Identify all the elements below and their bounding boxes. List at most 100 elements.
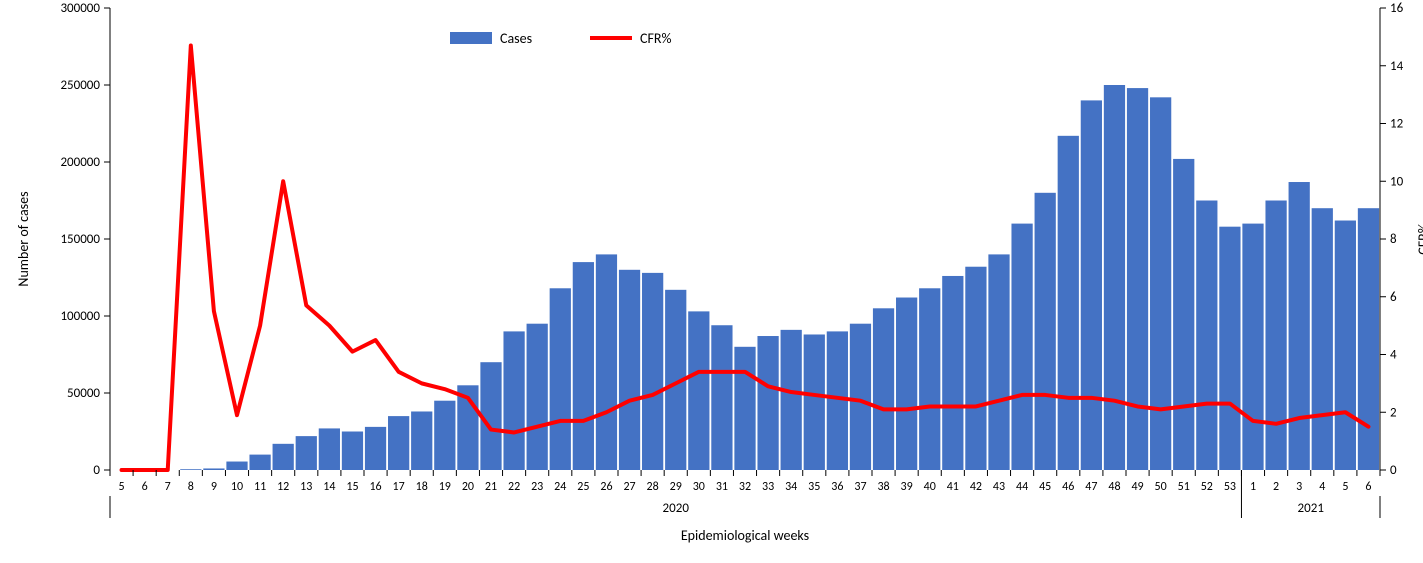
- bar: [1035, 193, 1056, 470]
- x-tick: 33: [762, 480, 774, 494]
- bar: [573, 262, 594, 470]
- bar: [1058, 136, 1079, 470]
- bar: [988, 254, 1009, 470]
- x-tick: 1: [1250, 480, 1256, 494]
- bar: [1104, 85, 1125, 470]
- bar: [850, 324, 871, 470]
- x-tick: 25: [577, 480, 589, 494]
- bar: [296, 436, 317, 470]
- bar: [965, 267, 986, 470]
- epi-chart: 0500001000001500002000002500003000000246…: [0, 0, 1423, 563]
- bar: [711, 325, 732, 470]
- bar: [642, 273, 663, 470]
- x-tick: 28: [647, 480, 659, 494]
- y-left-tick: 0: [93, 463, 100, 478]
- bar: [1242, 224, 1263, 470]
- x-tick: 30: [693, 480, 705, 494]
- x-tick: 10: [231, 480, 243, 494]
- y-right-tick: 10: [1390, 174, 1404, 189]
- x-tick: 12: [277, 480, 289, 494]
- x-tick: 48: [1108, 480, 1120, 494]
- x-tick: 39: [901, 480, 913, 494]
- chart-svg: 0500001000001500002000002500003000000246…: [0, 0, 1423, 563]
- x-tick: 53: [1224, 480, 1236, 494]
- bar: [919, 288, 940, 470]
- bar: [1358, 208, 1379, 470]
- bar: [273, 444, 294, 470]
- x-tick: 16: [369, 480, 381, 494]
- x-tick: 36: [831, 480, 843, 494]
- x-tick: 26: [600, 480, 612, 494]
- y-left-label: Number of cases: [15, 191, 32, 286]
- bar: [896, 298, 917, 470]
- x-tick: 47: [1085, 480, 1097, 494]
- bar: [342, 432, 363, 471]
- x-tick: 35: [808, 480, 820, 494]
- x-tick: 11: [254, 480, 266, 494]
- y-right-tick: 8: [1390, 232, 1397, 247]
- x-tick: 38: [877, 480, 889, 494]
- bar: [365, 427, 386, 470]
- bar: [388, 416, 409, 470]
- x-tick: 8: [188, 480, 194, 494]
- x-tick: 23: [531, 480, 543, 494]
- x-tick: 31: [716, 480, 728, 494]
- x-tick: 4: [1319, 480, 1325, 494]
- y-right-tick: 4: [1390, 348, 1397, 363]
- x-tick: 22: [508, 480, 520, 494]
- y-left-tick: 150000: [60, 232, 100, 247]
- x-tick: 13: [300, 480, 312, 494]
- bar: [1335, 221, 1356, 470]
- bar: [249, 455, 270, 470]
- x-tick: 34: [785, 480, 797, 494]
- x-tick: 45: [1039, 480, 1051, 494]
- bar: [757, 336, 778, 470]
- legend-label: Cases: [500, 30, 532, 47]
- x-tick: 5: [1342, 480, 1348, 494]
- x-tick: 2: [1273, 480, 1279, 494]
- bar: [527, 324, 548, 470]
- x-tick: 27: [623, 480, 635, 494]
- y-right-tick: 0: [1390, 463, 1397, 478]
- bar: [1173, 159, 1194, 470]
- x-tick: 40: [924, 480, 936, 494]
- x-tick: 42: [970, 480, 982, 494]
- bar: [226, 462, 247, 470]
- y-left-tick: 250000: [60, 78, 100, 93]
- x-tick: 46: [1062, 480, 1074, 494]
- y-right-tick: 6: [1390, 290, 1397, 305]
- x-year-label: 2020: [663, 501, 690, 516]
- bar: [804, 334, 825, 470]
- x-tick: 44: [1016, 480, 1028, 494]
- x-tick: 7: [165, 480, 171, 494]
- legend-label: CFR%: [640, 30, 672, 47]
- bar: [1011, 224, 1032, 470]
- bar: [503, 331, 524, 470]
- y-left-tick: 50000: [67, 386, 100, 401]
- bar: [596, 254, 617, 470]
- x-tick: 32: [739, 480, 751, 494]
- bar: [688, 311, 709, 470]
- bar: [203, 468, 224, 470]
- y-right-tick: 14: [1390, 59, 1404, 74]
- bar: [180, 469, 201, 470]
- x-tick: 41: [947, 480, 959, 494]
- bar: [1289, 182, 1310, 470]
- x-tick: 50: [1155, 480, 1167, 494]
- x-tick: 49: [1131, 480, 1143, 494]
- bar: [411, 411, 432, 470]
- bar: [873, 308, 894, 470]
- bar: [1081, 100, 1102, 470]
- y-left-tick: 100000: [60, 309, 100, 324]
- y-right-label: CFR%: [1415, 223, 1423, 255]
- bar: [1312, 208, 1333, 470]
- x-tick: 5: [118, 480, 124, 494]
- bar: [550, 288, 571, 470]
- bar: [1265, 201, 1286, 471]
- x-tick: 29: [670, 480, 682, 494]
- y-right-tick: 12: [1390, 117, 1404, 132]
- x-tick: 15: [346, 480, 358, 494]
- bar: [1127, 88, 1148, 470]
- y-right-tick: 16: [1390, 1, 1404, 16]
- x-year-label: 2021: [1298, 501, 1324, 516]
